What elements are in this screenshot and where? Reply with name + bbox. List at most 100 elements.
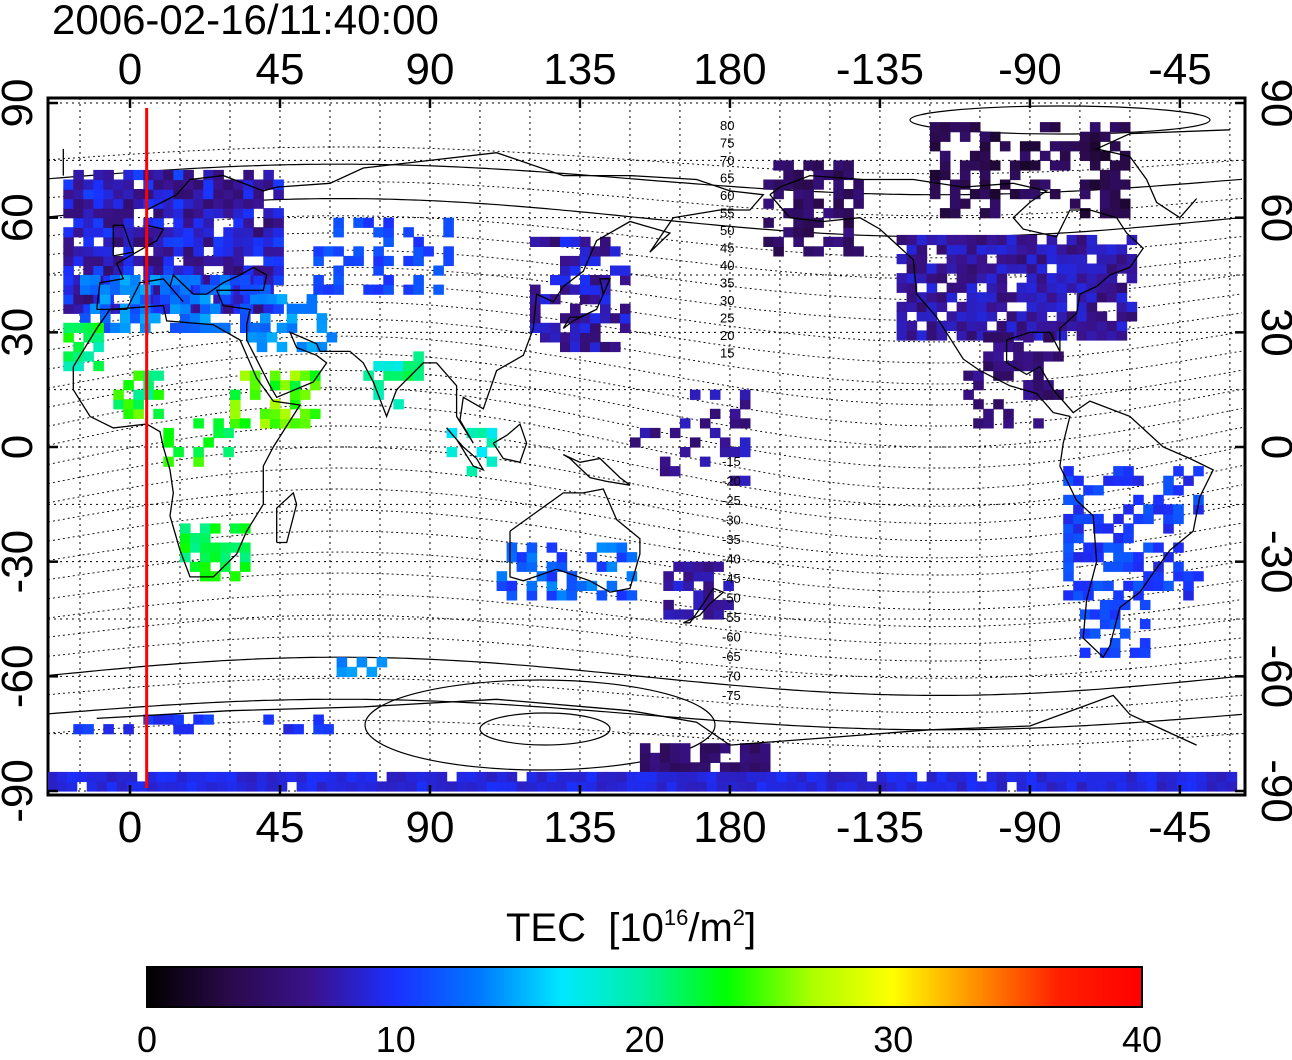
tec-cell [506,771,518,783]
tec-cell [256,332,268,343]
tec-cell [719,743,731,754]
tec-cell [180,294,191,305]
tec-cell [133,408,144,419]
tec-cell [353,217,364,228]
tec-cell [276,294,288,305]
tec-cell [1109,169,1121,181]
tec-cell [679,743,691,754]
tec-cell [83,255,94,267]
tec-cell [689,762,701,773]
tec-cell [200,284,211,295]
tec-cell [1116,320,1128,332]
tec-cell [263,303,274,314]
tec-cell [1046,320,1058,332]
tec-cell [963,389,974,400]
tec-cell [926,234,938,246]
tec-cell [1046,282,1058,293]
tec-cell [56,771,68,783]
tec-cell [1089,122,1101,133]
tec-cell [946,320,958,332]
tec-cell [1176,781,1188,792]
tec-cell [1143,571,1154,582]
tec-cell [926,282,938,293]
tec-cell [346,781,358,792]
tec-cell [1106,282,1118,293]
bottom-lon-label: -90 [998,803,1062,852]
tec-cell [103,169,114,181]
tec-cell [1153,494,1164,505]
tec-cell [63,189,74,200]
tec-cell [996,254,1008,265]
tec-cell [979,169,991,181]
tec-cell [1013,361,1024,372]
tec-cell [1113,561,1124,572]
tec-cell [1036,292,1048,303]
tec-cell [270,380,281,391]
tec-cell [1076,311,1088,322]
tec-cell [846,771,858,783]
contour-label: 25 [720,311,734,326]
tec-cell [416,781,428,792]
tec-cell [1076,320,1088,332]
tec-cell [1033,418,1044,429]
tec-cell [1079,647,1091,658]
tec-cell [266,294,278,305]
tec-cell [556,771,568,783]
tec-cell [1056,311,1068,322]
tec-cell [550,236,561,247]
tec-cell [926,781,938,792]
tec-cell [936,330,948,341]
tec-cell [63,322,74,333]
tec-cell [383,236,394,247]
tec-cell [1056,301,1068,312]
tec-cell [590,313,601,324]
right-lat-label: 0 [1252,435,1292,459]
tec-cell [336,666,348,677]
tec-cell [1226,771,1238,783]
tec-cell [263,275,274,286]
tec-cell [253,198,264,209]
tec-cell [566,781,578,792]
tec-cell [1016,771,1028,783]
tec-cell [1086,330,1098,341]
tec-cell [610,265,621,276]
tec-cell [413,275,424,286]
tec-cell [1166,771,1178,783]
tec-cell [143,370,154,381]
tec-cell [193,418,204,429]
tec-cell [1086,301,1098,312]
tec-cell [833,198,844,209]
tec-cell [803,179,814,190]
tec-cell [296,303,308,314]
tec-cell [93,217,104,228]
tec-cell [956,330,968,341]
tec-cell [1116,254,1128,265]
tec-cell [806,771,818,783]
tec-cell [1063,561,1074,572]
tec-cell [93,341,104,353]
tec-cell [123,255,134,267]
tec-cell [1026,273,1038,284]
tec-cell [476,771,488,783]
tec-cell [280,418,291,429]
right-lat-label: -90 [1252,759,1292,823]
contour-label: -40 [722,552,741,567]
tec-cell [659,752,671,763]
coastline [62,129,1230,219]
tec-cell [1056,330,1068,341]
tec-cell [506,580,518,591]
tec-cell [946,781,958,792]
tec-cell [286,322,298,333]
tec-cell [240,418,251,429]
tec-cell [926,330,938,341]
tec-cell [403,227,414,238]
tec-cell [793,208,804,219]
tec-cell [316,771,328,783]
tec-cell [193,236,204,247]
tec-cell [946,244,958,255]
tec-cell [929,179,941,190]
tec-cell [526,542,538,553]
tec-cell [1023,389,1034,400]
tec-cell [466,466,478,477]
tec-cell [443,227,454,238]
